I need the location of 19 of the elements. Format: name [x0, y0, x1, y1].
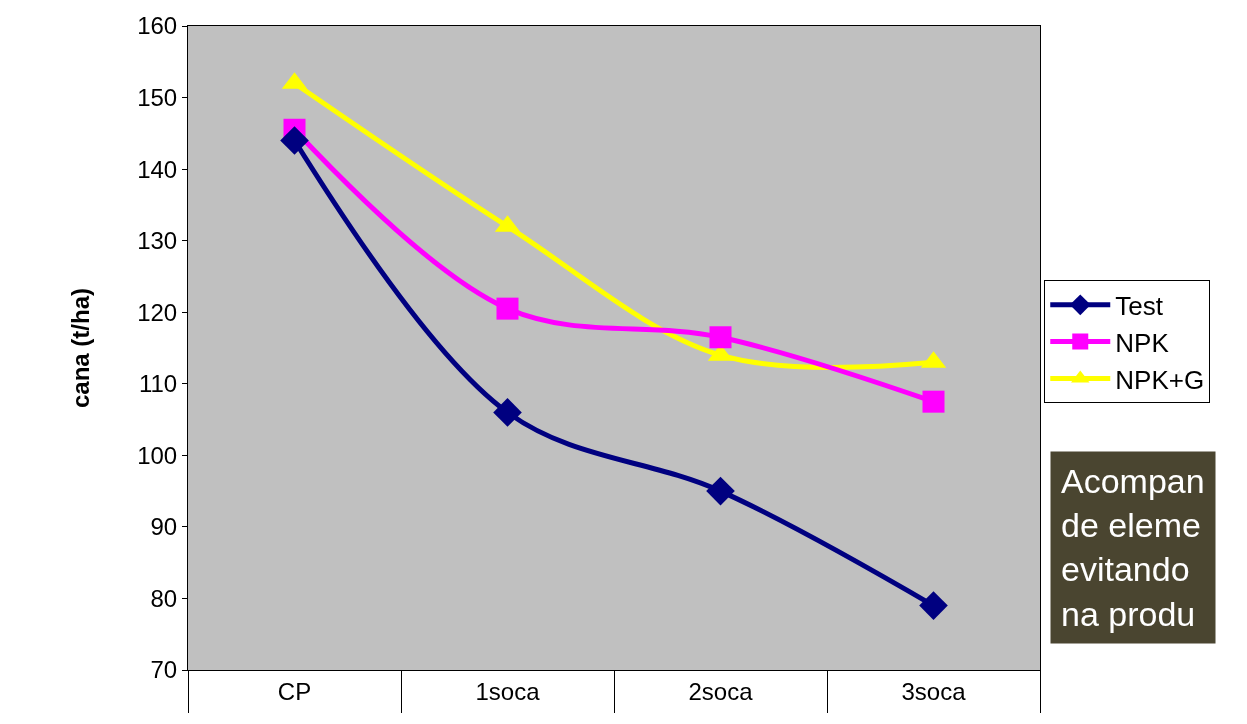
legend-label: Test: [1115, 290, 1164, 321]
legend-label: NPK: [1115, 327, 1170, 358]
y-tick-label: 140: [137, 155, 178, 183]
y-tick-label: 130: [137, 227, 178, 255]
y-tick-label: 100: [137, 441, 178, 469]
text: Acompan de eleme evitando na produ: [1061, 462, 1205, 633]
x-tick-label: 2soca: [688, 677, 754, 705]
y-tick-label: 70: [150, 656, 178, 684]
y-tick-label: 160: [137, 12, 178, 40]
x-tick-label: CP: [277, 677, 312, 705]
y-tick-label: 110: [138, 370, 178, 398]
y-axis-title: cana (t/ha): [67, 287, 95, 409]
x-tick-label: 1soca: [475, 677, 541, 705]
y-tick-label: 120: [137, 298, 178, 326]
y-tick-label: 80: [150, 584, 178, 612]
y-tick-label: 90: [150, 513, 178, 541]
x-tick-label: 3soca: [901, 677, 967, 705]
y-tick-label: 150: [137, 83, 178, 111]
legend-label: NPK+G: [1115, 364, 1205, 395]
